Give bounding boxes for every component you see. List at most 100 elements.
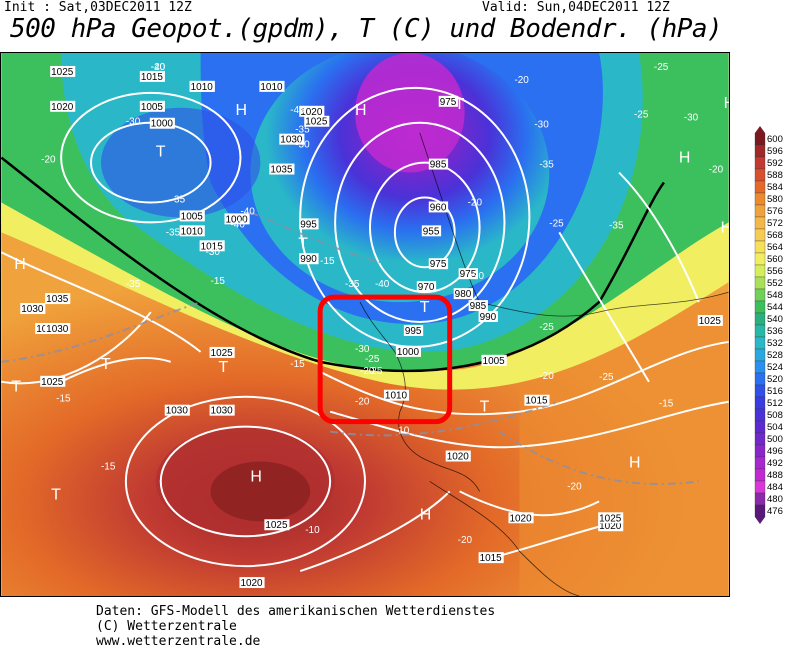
legend-swatch xyxy=(754,456,766,470)
legend-value: 484 xyxy=(767,482,783,493)
isobar-label: 1025 xyxy=(699,316,722,327)
isobar-label-bg xyxy=(697,315,723,326)
isotherm-label: -15 xyxy=(290,359,305,370)
legend-value: 564 xyxy=(767,242,783,253)
isobar-label-bg xyxy=(139,70,165,82)
legend-swatch xyxy=(754,192,766,206)
isotherm-label: -20 xyxy=(458,535,473,546)
isobar-label: 1005 xyxy=(181,211,204,222)
isotherm-label: -15 xyxy=(101,461,116,472)
isobar-label: 1000 xyxy=(397,347,420,358)
isobar-label-bg xyxy=(264,519,290,531)
legend-value: 584 xyxy=(767,182,783,193)
isobar-label: 1025 xyxy=(211,348,234,359)
legend-swatch xyxy=(754,252,766,266)
isotherm-label: -35 xyxy=(171,194,186,205)
isotherm-label: -25 xyxy=(599,372,614,383)
isobar-label: 1020 xyxy=(599,521,622,532)
low-pressure-core xyxy=(250,53,550,303)
legend-value: 576 xyxy=(767,206,783,217)
isotherm-label: -20 xyxy=(468,197,483,208)
isobar-label: 1025 xyxy=(265,520,288,531)
isotherm-label: -35 xyxy=(126,279,141,290)
high-pressure-marker: H xyxy=(355,102,367,119)
isotherm-label: -20 xyxy=(514,75,529,86)
isobar-label: 1015 xyxy=(525,396,548,407)
legend-value: 520 xyxy=(767,374,783,385)
isobar-label: 1020 xyxy=(447,452,470,463)
legend-swatch xyxy=(754,408,766,422)
legend-swatch xyxy=(754,216,766,230)
legend-value: 512 xyxy=(767,398,783,409)
legend-value: 504 xyxy=(767,422,783,433)
low-pressure-marker: T xyxy=(455,96,465,113)
map-title: 500 hPa Geopot.(gpdm), T (C) und Bodendr… xyxy=(10,14,723,44)
legend-swatch xyxy=(754,168,766,182)
isobar-label: 1010 xyxy=(181,226,204,237)
isobar-label: 1035 xyxy=(270,165,293,176)
legend-value: 556 xyxy=(767,266,783,277)
legend-swatch xyxy=(754,204,766,218)
isotherm-label: -30 xyxy=(470,271,485,282)
isotherm-label: -35 xyxy=(295,125,310,136)
isobar-label-bg xyxy=(478,552,504,564)
legend-swatch xyxy=(754,396,766,410)
isobar-label-bg xyxy=(421,225,442,237)
isobar-label-bg xyxy=(279,133,305,145)
isobar-label-bg xyxy=(199,240,225,252)
isobar-label-bg xyxy=(224,213,250,225)
legend-arrow-bottom xyxy=(755,517,765,524)
legend-value: 476 xyxy=(767,506,783,517)
low-pressure-marker: T xyxy=(420,299,430,316)
isobar-label: 1005 xyxy=(483,356,506,367)
isotherm-label: -45 xyxy=(290,105,305,116)
legend-value: 540 xyxy=(767,314,783,325)
legend-swatch xyxy=(754,300,766,314)
isobar-label-bg xyxy=(445,450,471,462)
high-pressure-inner xyxy=(210,461,311,522)
legend-value: 580 xyxy=(767,194,783,205)
isotherm-label: -20 xyxy=(539,371,554,382)
high-pressure-marker: H xyxy=(679,150,691,167)
isotherm-label: -40 xyxy=(151,62,166,73)
legend-value: 496 xyxy=(767,446,783,457)
legend-value: 560 xyxy=(767,254,783,265)
isotherm-label: -20 xyxy=(355,397,370,408)
isobar-label-bg xyxy=(395,345,421,357)
legend-value: 600 xyxy=(767,134,783,145)
isobar-label-bg xyxy=(478,311,498,323)
website-credit: www.wetterzentrale.de xyxy=(96,634,261,649)
isobar-label: 1025 xyxy=(41,377,64,388)
isobar-label-bg xyxy=(416,281,437,293)
low-pressure-marker: T xyxy=(156,144,166,161)
isobar-label-bg xyxy=(139,100,165,112)
isobar-label: 985 xyxy=(430,160,447,171)
isotherm-label: -40 xyxy=(240,206,255,217)
isotherm-label: -30 xyxy=(126,117,141,128)
legend-value: 596 xyxy=(767,146,783,157)
low-pressure-inner xyxy=(355,53,465,173)
color-legend: 6005965925885845805765725685645605565525… xyxy=(754,126,783,524)
east-warm-area xyxy=(519,292,729,596)
legend-value: 488 xyxy=(767,470,783,481)
legend-value: 552 xyxy=(767,278,783,289)
isotherm-label: -30 xyxy=(355,344,370,355)
legend-swatch xyxy=(754,324,766,338)
isobar-label-bg xyxy=(179,225,205,237)
low-pressure-marker: T xyxy=(101,356,111,373)
isobar-label-bg xyxy=(239,577,265,589)
isobar-label-bg xyxy=(20,303,46,315)
init-time-label: Init : Sat,03DEC2011 12Z xyxy=(4,0,192,15)
isotherm-label: -20 xyxy=(41,155,56,166)
isotherm-label: -10 xyxy=(395,426,410,437)
legend-value: 516 xyxy=(767,386,783,397)
isotherm-label: -30 xyxy=(534,120,549,131)
legend-value: 536 xyxy=(767,326,783,337)
isobar-label: 1015 xyxy=(141,72,164,83)
isobar-label-bg xyxy=(164,404,190,416)
isobar-label: 1025 xyxy=(599,513,622,524)
isotherm-label: -35 xyxy=(166,227,181,238)
isotherm-label: -10 xyxy=(305,525,320,536)
legend-swatch xyxy=(754,312,766,326)
isobar-label: 1010 xyxy=(260,82,283,93)
